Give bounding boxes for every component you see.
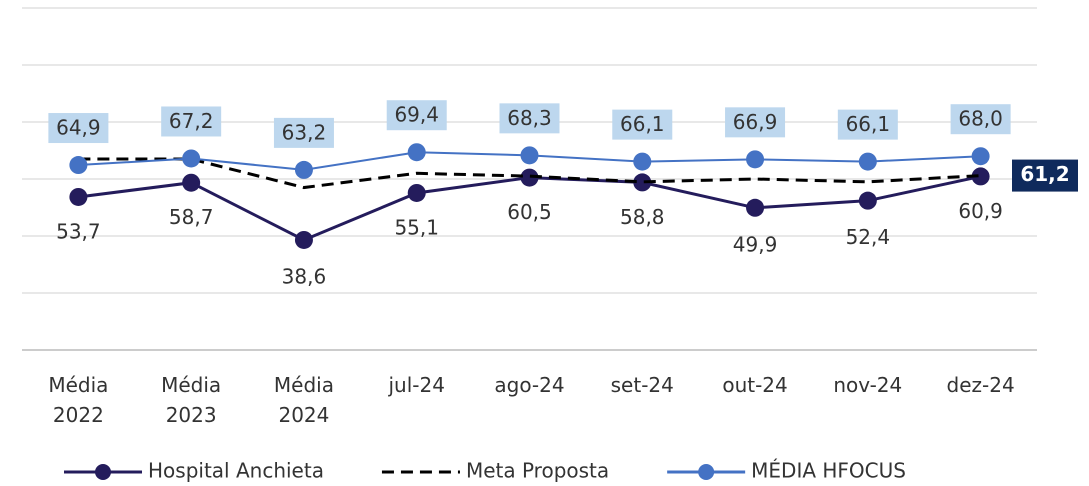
label-box (612, 109, 673, 140)
data-label: 53,7 (56, 219, 101, 243)
marker (69, 187, 88, 206)
marker (746, 198, 765, 217)
data-label: 64,9 (56, 116, 101, 140)
marker (858, 191, 877, 210)
marker (407, 143, 426, 162)
label-box (48, 113, 109, 144)
legend-label: MÉDIA HFOCUS (751, 459, 906, 483)
marker (182, 149, 201, 168)
label-box (161, 106, 222, 137)
label-box (499, 103, 560, 134)
marker (294, 160, 313, 179)
label-box (725, 107, 786, 138)
legend-label: Hospital Anchieta (148, 459, 324, 483)
marker (407, 183, 426, 202)
marker (294, 230, 313, 249)
data-label: 66,1 (846, 112, 891, 136)
marker (69, 156, 88, 175)
data-label: 66,9 (733, 110, 778, 134)
x-tick-label: nov-24 (833, 373, 903, 397)
marker (858, 152, 877, 171)
x-tick-label: dez-24 (946, 373, 1015, 397)
legend-marker (698, 464, 715, 480)
data-label: 55,1 (394, 215, 439, 239)
data-label: 63,2 (282, 120, 327, 144)
data-label: 69,4 (394, 103, 439, 127)
marker (633, 173, 652, 192)
x-tick-label: Média 2023 (161, 373, 222, 427)
x-tick-label: set-24 (610, 373, 674, 397)
data-label: 66,1 (620, 112, 665, 136)
x-tick-label: Média 2024 (273, 373, 334, 427)
data-label: 60,9 (958, 199, 1003, 223)
legend-label: Meta Proposta (466, 459, 609, 483)
label-badge (1012, 159, 1078, 192)
x-tick-label: Média 2022 (48, 373, 109, 427)
x-tick-label: ago-24 (494, 373, 565, 397)
marker (971, 167, 990, 186)
label-box (950, 104, 1011, 135)
label-box (837, 109, 898, 140)
label-box (386, 100, 447, 131)
label-box (273, 117, 334, 148)
data-label: 61,2 (1020, 162, 1069, 186)
marker (520, 168, 539, 187)
data-label: 60,5 (507, 200, 552, 224)
data-label: 49,9 (733, 232, 778, 256)
data-label: 67,2 (169, 109, 214, 133)
marker (633, 152, 652, 171)
data-label: 38,6 (282, 264, 327, 288)
legend-marker (95, 464, 111, 480)
data-label: 58,8 (620, 205, 665, 229)
marker (520, 146, 539, 165)
data-label: 52,4 (846, 225, 891, 249)
data-label: 68,0 (958, 107, 1003, 131)
x-tick-label: out-24 (722, 373, 788, 397)
marker (182, 173, 201, 192)
data-label: 68,3 (507, 106, 552, 130)
x-tick-label: jul-24 (388, 373, 445, 397)
marker (746, 150, 765, 169)
data-label: 58,7 (169, 205, 214, 229)
marker (971, 147, 990, 166)
